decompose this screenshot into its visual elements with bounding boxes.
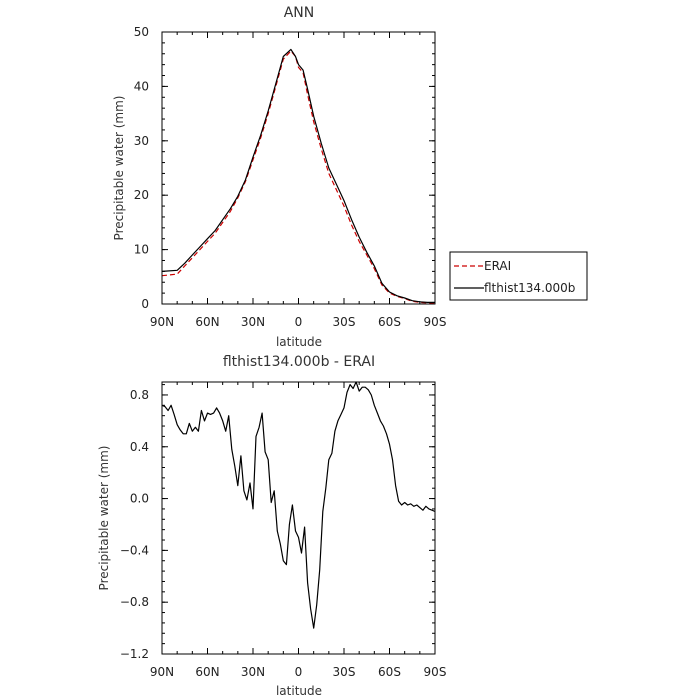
- y-tick-label: 50: [134, 25, 149, 39]
- legend-label-erai: ERAI: [484, 259, 511, 273]
- x-tick-label: 60N: [195, 315, 219, 329]
- annual-mean-panel: ANN latitude Precipitable water (mm) 90N…: [112, 5, 446, 349]
- y-axis-label: Precipitable water (mm): [97, 446, 111, 591]
- x-tick-label: 60N: [195, 665, 219, 679]
- y-tick-label: 0: [141, 297, 149, 311]
- difference-panel: flthist134.000b - ERAI latitude Precipit…: [97, 354, 446, 698]
- y-tick-label: 0.4: [130, 440, 149, 454]
- y-tick-label: 30: [134, 134, 149, 148]
- x-tick-label: 60S: [378, 665, 401, 679]
- y-tick-label: 40: [134, 79, 149, 93]
- series-line-erai: [161, 50, 435, 304]
- plot-frame: [161, 31, 436, 305]
- x-tick-label: 30S: [333, 665, 356, 679]
- y-tick-label: 0.0: [130, 492, 149, 506]
- x-tick-label: 30S: [333, 315, 356, 329]
- legend-label-flthist: flthist134.000b: [484, 281, 575, 295]
- y-tick-label: 0.8: [130, 388, 149, 402]
- legend: ERAI flthist134.000b: [449, 251, 588, 301]
- series-line-flthist134-000b: [161, 48, 435, 303]
- x-tick-label: 0: [295, 315, 303, 329]
- x-tick-label: 90N: [150, 315, 174, 329]
- legend-box: [449, 251, 588, 301]
- axis-ticks: 90N 60N 30N 0 30S 60S 90S 0.8 0.4 0.0 −0.4 −0.8 −1.2: [120, 382, 447, 679]
- panel-title: ANN: [284, 5, 315, 21]
- difference-line: [161, 381, 436, 629]
- plot-frame: [161, 381, 436, 655]
- x-tick-label: 0: [295, 665, 303, 679]
- axis-ticks: 90N 60N 30N 0 30S 60S 90S 0 10 20 30 40 50: [134, 25, 447, 329]
- panel-title: flthist134.000b - ERAI: [223, 354, 375, 370]
- x-tick-label: 90N: [150, 665, 174, 679]
- x-tick-label: 30N: [241, 315, 265, 329]
- series-layer: [161, 48, 435, 304]
- series-layer: [161, 381, 436, 629]
- x-tick-label: 90S: [424, 315, 447, 329]
- x-axis-label: latitude: [276, 335, 322, 349]
- x-tick-label: 60S: [378, 315, 401, 329]
- y-axis-label: Precipitable water (mm): [112, 96, 126, 241]
- y-tick-label: −1.2: [120, 647, 149, 661]
- x-tick-label: 90S: [424, 665, 447, 679]
- y-tick-label: −0.4: [120, 543, 149, 557]
- y-tick-label: 20: [134, 188, 149, 202]
- y-tick-label: −0.8: [120, 595, 149, 609]
- y-tick-label: 10: [134, 243, 149, 257]
- x-tick-label: 30N: [241, 665, 265, 679]
- x-axis-label: latitude: [276, 684, 322, 698]
